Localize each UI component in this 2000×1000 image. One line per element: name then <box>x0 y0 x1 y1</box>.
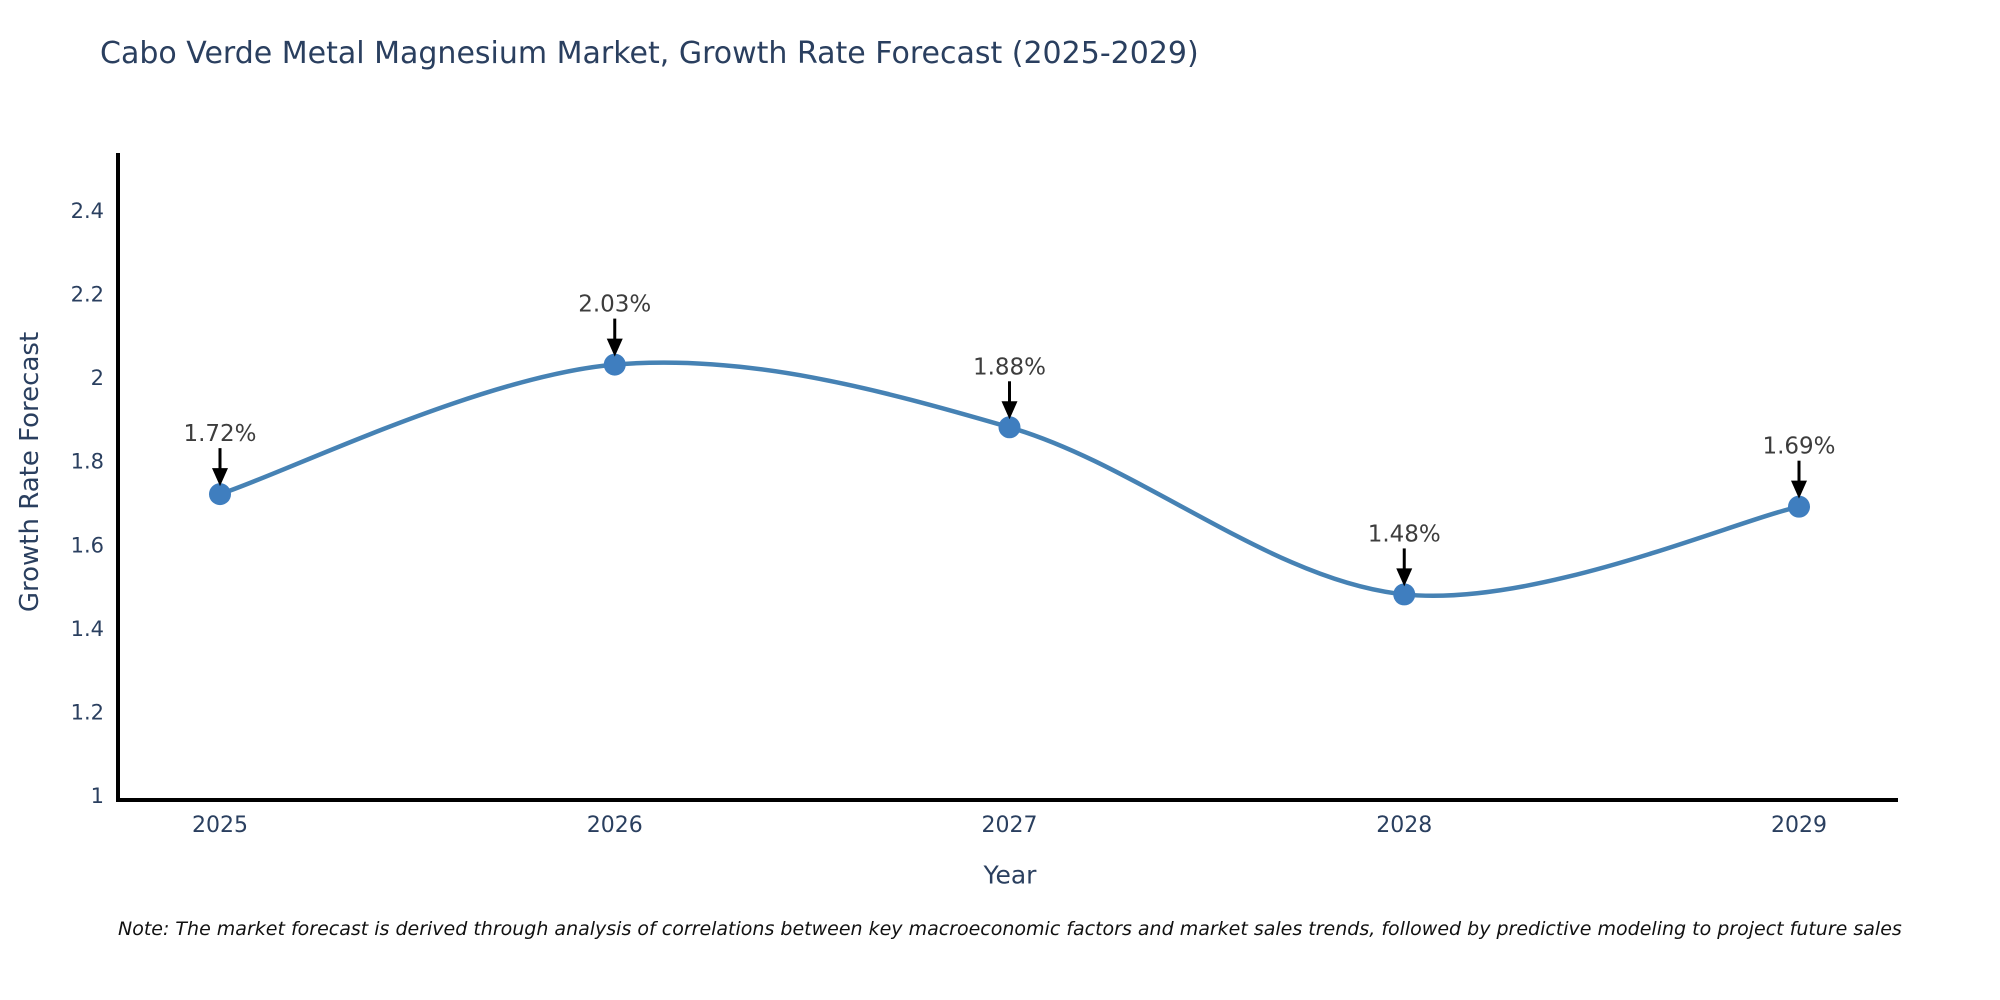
annotation-arrow-head <box>606 338 623 357</box>
data-point-marker <box>998 416 1021 439</box>
y-tick-label: 2.4 <box>71 199 104 223</box>
data-point-label: 2.03% <box>578 292 651 318</box>
annotation-arrow-head <box>212 468 228 487</box>
x-tick-label: 2026 <box>587 813 643 838</box>
y-axis-title: Growth Rate Forecast <box>15 331 45 613</box>
x-tick-label: 2028 <box>1376 813 1432 838</box>
annotation-arrow-head <box>1791 480 1807 499</box>
y-tick-label: 1.2 <box>71 700 104 724</box>
footnote: Note: The market forecast is derived thr… <box>118 918 1902 940</box>
data-point-label: 1.48% <box>1368 521 1441 547</box>
y-tick-label: 1 <box>91 784 104 808</box>
data-point-marker <box>603 353 626 376</box>
x-axis-title: Year <box>983 860 1037 890</box>
data-point-label: 1.88% <box>973 354 1046 380</box>
x-tick-label: 2027 <box>982 813 1038 838</box>
y-tick-label: 2.2 <box>71 283 104 307</box>
x-tick-label: 2029 <box>1771 813 1827 838</box>
data-point-marker <box>209 483 231 506</box>
annotation-arrow-head <box>1001 401 1018 420</box>
data-point-label: 1.69% <box>1762 434 1835 460</box>
y-tick-label: 2 <box>91 366 104 390</box>
data-point-label: 1.72% <box>183 421 256 447</box>
data-point-marker <box>1393 583 1416 606</box>
x-tick-label: 2025 <box>192 813 248 838</box>
chart-title: Cabo Verde Metal Magnesium Market, Growt… <box>100 36 1199 71</box>
data-point-marker <box>1788 495 1810 518</box>
y-tick-label: 1.8 <box>71 450 104 474</box>
y-tick-label: 1.4 <box>71 617 104 641</box>
annotation-arrow-head <box>1396 568 1413 587</box>
y-tick-label: 1.6 <box>71 533 104 557</box>
